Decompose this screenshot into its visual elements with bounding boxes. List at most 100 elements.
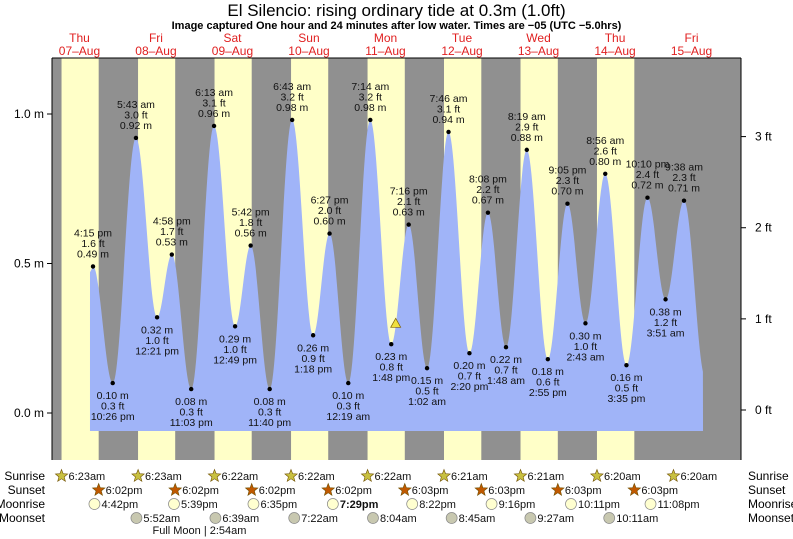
moonset-icon [367,512,379,524]
date-label: 14–Aug [594,44,635,58]
date-label: 07–Aug [59,44,100,58]
low-tide-point [624,362,629,368]
high-tide-label: 0.63 m [393,207,425,219]
high-tide-label: 8:56 am [586,135,624,147]
high-tide-label: 0.53 m [156,237,188,249]
high-tide-label: 3.1 ft [202,97,225,109]
moonrise-time: 5:39pm [181,499,218,511]
high-tide-label: 9:05 pm [548,165,586,177]
moonset-icon [288,512,301,524]
high-tide-point [524,147,529,153]
moonrise-icon [485,498,498,510]
day-of-week-label: Wed [526,31,550,45]
high-tide-label: 2.1 ft [397,196,420,208]
moonrise-time: 6:35pm [260,499,297,511]
high-tide-point [327,231,332,236]
high-tide-label: 5:43 am [117,99,155,111]
high-tide-point [248,243,253,248]
sunset-time: 6:03pm [641,485,678,497]
sunset-time: 6:02pm [182,485,219,497]
y-tick-label-m: 0.0 m [14,406,44,420]
high-tide-label: 7:46 am [430,93,468,105]
high-tide-label: 0.98 m [276,102,308,114]
high-tide-label: 10:10 pm [626,159,670,171]
moonrise-icon [247,498,260,510]
low-tide-label: 0.9 ft [301,353,324,365]
high-tide-point [90,264,96,269]
high-tide-label: 1.6 ft [81,238,104,250]
high-tide-point [133,135,139,141]
sunrise-time: 6:21am [528,471,565,483]
high-tide-label: 3.1 ft [437,103,460,115]
moonset-row-label-right: Moonset [748,511,793,525]
date-label: 09–Aug [212,44,253,58]
low-tide-label: 0.18 m [532,366,564,378]
high-tide-label: 2.6 ft [594,145,617,157]
full-moon-label: Full Moon | 2:54am [152,525,246,537]
day-of-week-label: Sun [298,31,319,45]
low-tide-label: 11:40 pm [248,417,291,429]
high-tide-point [289,117,295,123]
high-tide-label: 0.96 m [198,108,230,120]
moonset-row-label-left: Moonset [0,511,46,525]
day-of-week-label: Fri [149,31,163,45]
moonrise-icon [406,498,419,510]
y-tick-label-m: 0.5 m [14,257,44,271]
high-tide-point [645,195,650,200]
tide-area [89,120,704,431]
low-tide-label: 0.5 ft [615,383,638,395]
low-tide-label: 0.5 ft [415,386,438,398]
moonrise-icon [644,498,657,510]
high-tide-label: 0.88 m [511,132,543,144]
sunset-row-label-right: Sunset [748,483,786,497]
high-tide-label: 6:27 pm [311,195,349,207]
day-of-week-label: Tue [452,31,473,45]
day-of-week-label: Thu [605,31,626,45]
low-tide-label: 0.26 m [297,342,329,354]
high-tide-label: 0.56 m [235,228,267,240]
high-tide-label: 8:19 am [508,111,546,123]
sunset-icon [550,482,565,496]
sunrise-icon [131,468,145,482]
sunset-icon [91,482,106,496]
high-tide-point [406,222,411,227]
low-tide-label: 0.29 m [219,333,251,345]
moonrise-icon [565,498,577,510]
sunrise-time: 6:21am [451,471,488,483]
high-tide-label: 2.4 ft [636,169,659,181]
sunrise-icon [666,468,681,482]
low-tide-label: 0.30 m [569,330,601,342]
high-tide-label: 2.2 ft [476,184,499,196]
y-tick-label-ft: 2 ft [755,221,772,235]
low-tide-label: 0.16 m [610,372,642,384]
high-tide-point [603,171,608,176]
sunset-row-label-left: Sunset [8,483,46,497]
low-tide-point [346,380,351,386]
high-tide-label: 2.3 ft [672,172,695,184]
high-tide-label: 0.71 m [668,183,700,195]
high-tide-point [211,123,217,129]
high-tide-label: 8:08 pm [469,174,507,186]
sunset-icon [474,482,489,496]
high-tide-label: 2.3 ft [556,175,579,187]
low-tide-label: 1:18 pm [294,363,332,375]
low-tide-point [503,345,509,350]
moonset-icon [130,512,143,524]
low-tide-label: 12:21 pm [135,345,179,357]
low-tide-label: 0.6 ft [536,377,559,389]
y-tick-label-ft: 3 ft [755,130,772,144]
high-tide-label: 0.94 m [432,114,464,126]
moonset-time: 9:27am [537,513,574,525]
high-tide-point [681,198,687,203]
high-tide-label: 7:16 pm [390,186,428,198]
low-tide-label: 11:03 pm [170,417,213,429]
low-tide-label: 12:19 am [326,411,370,423]
sunrise-time: 6:22am [222,471,259,483]
moonset-time: 8:04am [380,513,417,525]
date-label: 10–Aug [288,44,329,58]
date-label: 11–Aug [365,44,405,58]
date-label: 13–Aug [518,44,559,58]
day-of-week-label: Fri [685,31,699,45]
low-tide-label: 0.08 m [254,396,286,408]
low-tide-label: 12:49 pm [213,354,257,366]
